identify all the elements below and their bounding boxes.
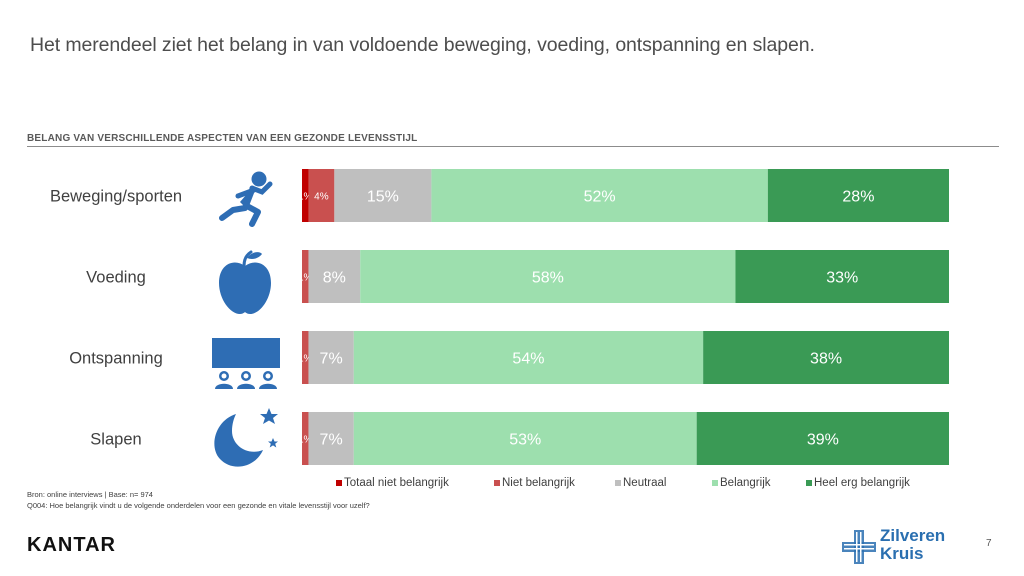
data-label: 7% (320, 351, 343, 368)
bar-segment (334, 169, 432, 222)
category-label: Beweging/sporten (50, 188, 182, 206)
legend-swatch (806, 480, 812, 486)
legend-label: Neutraal (623, 477, 666, 489)
legend-swatch (336, 480, 342, 486)
page-number: 7 (986, 538, 992, 549)
legend-label: Heel erg belangrijk (814, 477, 910, 489)
data-label: 53% (509, 432, 541, 449)
legend-label: Niet belangrijk (502, 477, 575, 489)
source-note: Bron: online interviews | Base: n= 974 (27, 490, 153, 499)
data-label: 54% (512, 351, 544, 368)
bar-segment (703, 331, 949, 384)
section-divider (27, 146, 999, 147)
bar-segment (308, 331, 354, 384)
moon-stars-icon (214, 408, 278, 467)
data-label: 1% (298, 435, 313, 446)
data-label: 28% (842, 189, 874, 206)
bar-segment (735, 250, 949, 303)
data-label: 33% (826, 270, 858, 287)
kantar-logo: KANTAR (27, 534, 116, 556)
apple-icon (219, 250, 271, 314)
legend-swatch (712, 480, 718, 486)
audience-icon (212, 338, 280, 389)
data-label: 1% (298, 273, 313, 284)
data-label: 38% (810, 351, 842, 368)
bar-segment (767, 169, 949, 222)
bars: 1% 4% 15% 52% 28%1% 8% 58% 33%1% 7% 54% 38%1% 7% 53%… (298, 169, 949, 465)
data-label: 4% (314, 192, 329, 203)
data-label: 1% (298, 354, 313, 365)
legend-label: Belangrijk (720, 477, 771, 489)
category-icons (212, 171, 280, 467)
legend-label: Totaal niet belangrijk (344, 477, 449, 489)
legend-swatch (615, 480, 621, 486)
category-label: Slapen (90, 431, 141, 449)
category-label: Voeding (86, 269, 146, 287)
bar-segment (360, 250, 736, 303)
bar-segment (696, 412, 949, 465)
bar-segment (302, 250, 309, 303)
category-label: Ontspanning (69, 350, 163, 368)
section-title: BELANG VAN VERSCHILLENDE ASPECTEN VAN EE… (27, 133, 418, 144)
data-label: 39% (807, 432, 839, 449)
data-label: 58% (532, 270, 564, 287)
bar-segment (302, 412, 309, 465)
bar-segment (302, 169, 309, 222)
bar-segment (431, 169, 768, 222)
zilveren-kruis-cross-icon (842, 530, 876, 564)
legend-swatch (494, 480, 500, 486)
data-label: 52% (584, 189, 616, 206)
data-label: 7% (320, 432, 343, 449)
category-labels: Beweging/sporten Voeding Ontspanning Slapen (50, 188, 182, 449)
question-note: Q004: Hoe belangrijk vindt u de volgende… (27, 501, 370, 510)
zilveren-kruis-logo: Zilveren Kruis (842, 527, 957, 567)
legend: Totaal niet belangrijk Niet belangrijk Neu… (336, 477, 910, 489)
bar-segment (302, 331, 309, 384)
bar-segment (353, 331, 704, 384)
bar-segment (308, 250, 361, 303)
running-person-icon (219, 171, 273, 227)
slide-title: Het merendeel ziet het belang in van vol… (30, 34, 815, 56)
bar-segment (308, 412, 354, 465)
zk-logo-line2: Kruis (880, 544, 924, 563)
bar-segment (353, 412, 697, 465)
data-label: 8% (323, 270, 346, 287)
data-label: 15% (367, 189, 399, 206)
zk-logo-line1: Zilveren (880, 526, 946, 545)
bar-segment (308, 169, 335, 222)
data-label: 1% (298, 192, 313, 203)
